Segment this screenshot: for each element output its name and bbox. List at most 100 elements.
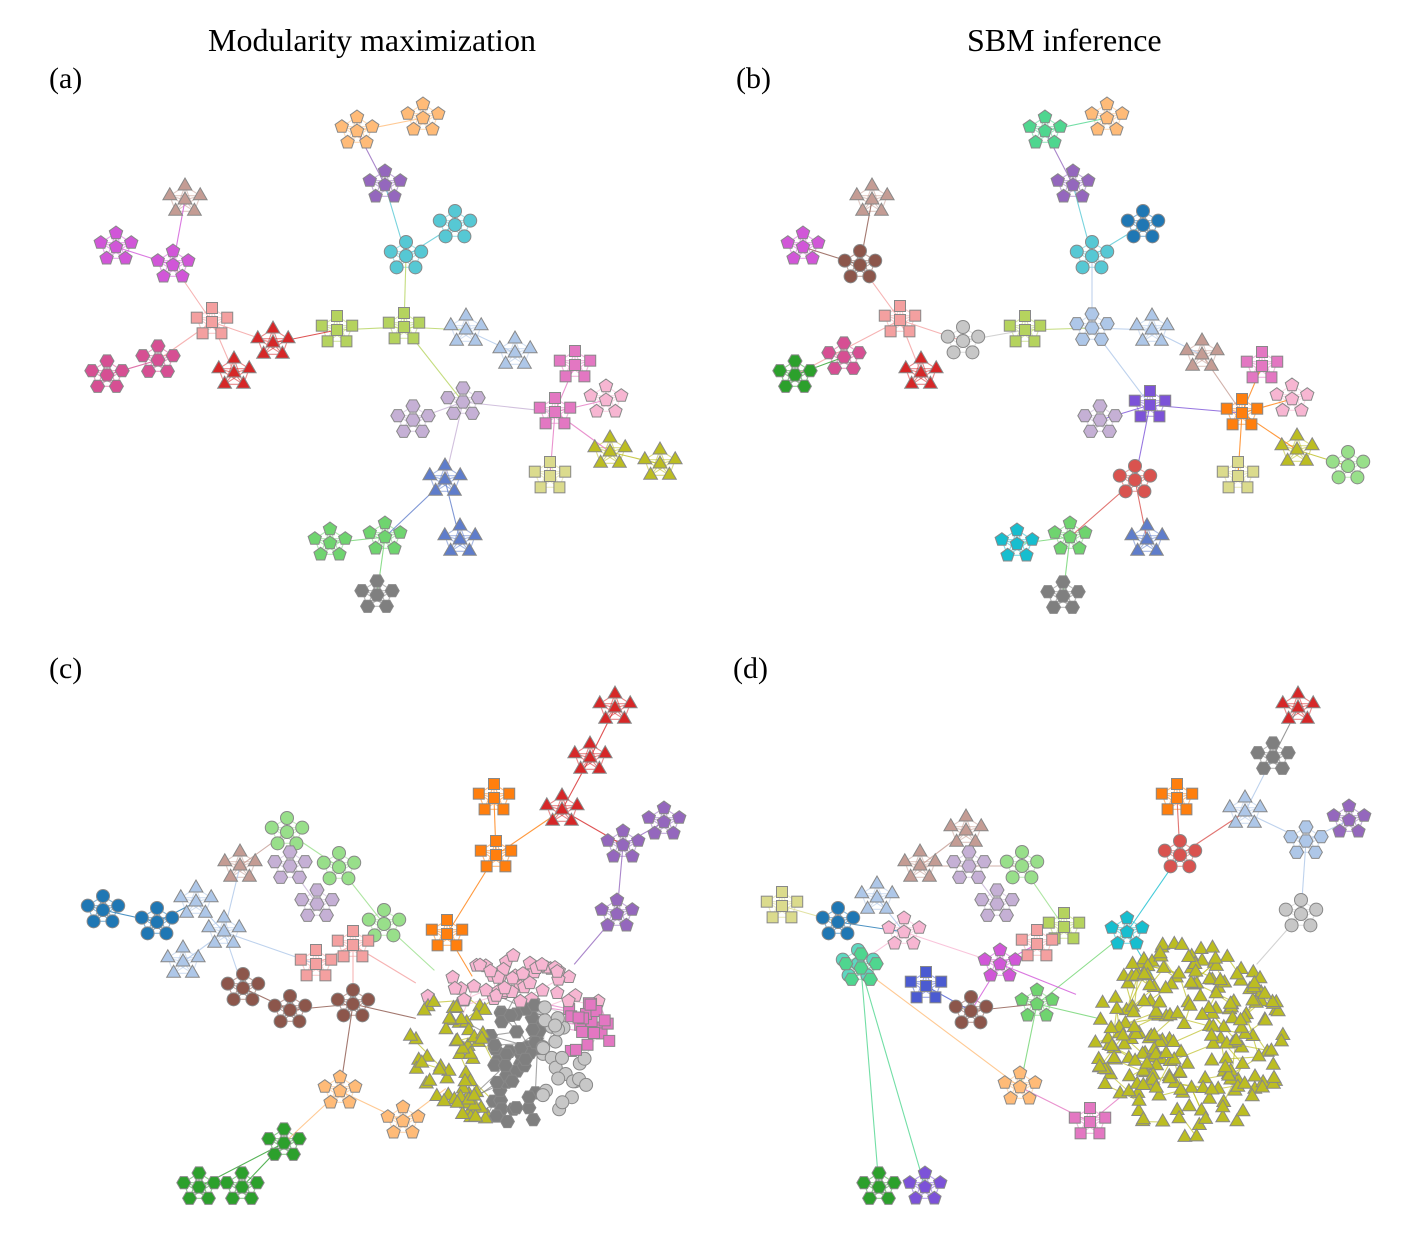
network-node (611, 454, 628, 468)
network-node (609, 892, 625, 907)
network-node (175, 952, 191, 967)
network-node (1137, 484, 1152, 499)
network-node (929, 991, 942, 1004)
network-node (1135, 1076, 1152, 1090)
network-node (398, 307, 410, 319)
network-node (928, 359, 944, 374)
network-node (483, 963, 498, 978)
network-node (503, 787, 516, 800)
network-node (509, 1025, 525, 1039)
network-node (772, 364, 788, 378)
network-node (156, 268, 171, 283)
network-node (1169, 1004, 1186, 1019)
network-node (1146, 1026, 1163, 1041)
network-node (1182, 859, 1197, 874)
network-node (414, 424, 430, 438)
network-node (1092, 1011, 1109, 1025)
network-node (177, 190, 193, 205)
inter-cluster-edge (465, 329, 516, 354)
network-node (332, 846, 346, 860)
network-node (1201, 999, 1217, 1013)
network-node (544, 470, 556, 482)
network-node (200, 1191, 216, 1205)
inter-cluster-edge (412, 401, 464, 421)
network-node (1012, 1079, 1028, 1094)
network-node (1209, 341, 1225, 356)
network-node (896, 924, 912, 939)
network-node (534, 481, 547, 494)
network-node (1148, 1045, 1164, 1060)
network-node (506, 947, 521, 962)
network-node (422, 466, 438, 481)
network-node (1159, 394, 1172, 407)
network-node (1265, 750, 1281, 764)
network-node (961, 859, 977, 873)
network-node (780, 235, 795, 249)
network-node (457, 229, 472, 244)
network-node (1280, 746, 1296, 760)
network-node (322, 521, 338, 536)
network-node (846, 910, 861, 925)
network-node (332, 860, 346, 874)
network-node (251, 976, 266, 991)
network-node (871, 1166, 887, 1180)
network-node (255, 345, 272, 359)
inter-cluster-edge (860, 967, 926, 1188)
network-node (1047, 525, 1062, 539)
network-node (1106, 1049, 1122, 1063)
network-node (1124, 955, 1141, 969)
network-node (898, 359, 914, 374)
network-node (492, 339, 508, 354)
network-node (1029, 996, 1045, 1011)
network-node (1264, 993, 1281, 1007)
network-node (1099, 96, 1115, 111)
network-node (1212, 971, 1229, 986)
network-node (1128, 459, 1142, 473)
network-node (499, 860, 512, 873)
network-node (222, 868, 239, 882)
network-node (446, 482, 463, 496)
network-node (854, 884, 870, 899)
network-node (1298, 820, 1314, 834)
network-node (1245, 418, 1258, 431)
network-node (340, 335, 353, 348)
network-node (903, 375, 920, 389)
network-node (467, 332, 484, 346)
network-node (637, 450, 653, 465)
network-node (1356, 454, 1371, 469)
network-node (1154, 526, 1170, 541)
network-node (347, 925, 359, 937)
network-node (1029, 982, 1045, 997)
network-node (276, 1122, 292, 1136)
network-node (1084, 106, 1099, 120)
network-node (548, 1034, 563, 1049)
network-node (441, 1010, 458, 1024)
network-node (946, 855, 962, 869)
network-node (602, 442, 618, 457)
network-node (551, 1071, 566, 1086)
network-node (165, 964, 182, 978)
network-node (470, 391, 486, 405)
network-node (455, 1079, 472, 1094)
network-node (298, 998, 313, 1013)
network-node (383, 244, 398, 259)
network-panel-c (80, 684, 687, 1205)
network-node (226, 992, 241, 1007)
network-node (114, 364, 130, 378)
network-node (815, 910, 830, 925)
network-node (478, 982, 494, 997)
network-node (90, 379, 106, 393)
network-node (569, 359, 581, 371)
network-node (1129, 935, 1144, 950)
network-node (1109, 121, 1124, 136)
network-node (349, 109, 365, 124)
network-node (940, 329, 955, 344)
inter-cluster-edge (622, 821, 665, 846)
network-node (1144, 320, 1160, 335)
network-node (1084, 1116, 1096, 1128)
network-node (1183, 974, 1199, 988)
network-node (1222, 995, 1239, 1009)
network-node (1134, 410, 1147, 423)
network-node (869, 888, 885, 903)
network-node (1266, 1069, 1282, 1083)
